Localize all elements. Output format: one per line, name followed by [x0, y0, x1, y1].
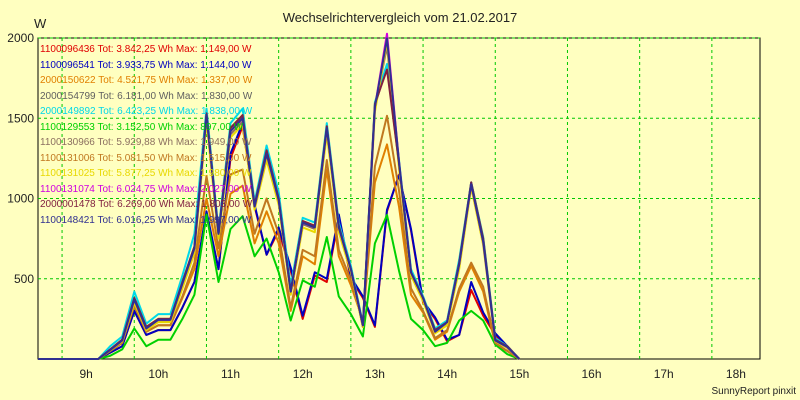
x-tick-label: 18h: [726, 367, 746, 381]
legend-item: 1100130966 Tot: 5.929,88 Wh Max: 1.949,0…: [40, 137, 252, 148]
x-tick-label: 15h: [509, 367, 529, 381]
series-line-11: [38, 37, 521, 360]
x-tick-label: 9h: [79, 367, 92, 381]
legend-item: 1100148421 Tot: 6.016,25 Wh Max: 1.997,0…: [40, 214, 252, 226]
legend-item: 2000154799 Tot: 6.181,00 Wh Max: 1.830,0…: [40, 90, 253, 102]
series-line-4: [38, 63, 521, 360]
legend: 1100096436 Tot: 3.842,25 Wh Max: 1.149,0…: [40, 42, 252, 228]
x-tick-label: 10h: [148, 367, 168, 381]
y-tick-label: 500: [14, 272, 34, 286]
legend-item: 1100131074 Tot: 6.024,75 Wh Max: 2.027,0…: [40, 183, 252, 195]
legend-item: 1100129553 Tot: 3.152,50 Wh Max: 897,00 …: [40, 121, 244, 133]
legend-item: 1100131006 Tot: 5.081,50 Wh Max: 1.515,0…: [40, 152, 252, 164]
credit-label: SunnyReport pinxit: [711, 386, 797, 397]
series-lines: [38, 32, 521, 360]
x-tick-label: 17h: [654, 367, 674, 381]
x-tick-label: 12h: [293, 367, 313, 381]
x-tick-label: 11h: [221, 367, 240, 381]
x-axis-ticks: 9h 10h 11h 12h 13h 14h 15h 16h 17h 18h: [79, 367, 745, 381]
legend-item: 2000001478 Tot: 6.269,00 Wh Max: 1.803,0…: [40, 199, 253, 210]
legend-item: 1100131025 Tot: 5.877,25 Wh Max: 1.980,0…: [40, 168, 252, 179]
x-tick-label: 16h: [582, 367, 602, 381]
chart-title: Wechselrichtervergleich vom 21.02.2017: [282, 10, 518, 25]
y-tick-label: 1500: [7, 111, 34, 125]
legend-item: 2000149892 Tot: 6.423,25 Wh Max: 1.838,0…: [40, 106, 253, 117]
y-tick-label: 2000: [7, 31, 34, 45]
legend-item: 1100096541 Tot: 3.933,75 Wh Max: 1.144,0…: [40, 59, 252, 71]
y-axis-unit-label: W: [34, 16, 47, 31]
y-axis-ticks: 500 1000 1500 2000: [7, 31, 34, 286]
legend-item: 1100096436 Tot: 3.842,25 Wh Max: 1.149,0…: [40, 44, 252, 55]
series-line-7: [38, 114, 520, 360]
legend-item: 2000150622 Tot: 4.521,75 Wh Max: 1.337,0…: [40, 75, 253, 86]
x-tick-label: 14h: [437, 367, 457, 381]
y-tick-label: 1000: [7, 192, 34, 206]
series-line-5: [38, 213, 520, 360]
x-tick-label: 13h: [365, 367, 385, 381]
